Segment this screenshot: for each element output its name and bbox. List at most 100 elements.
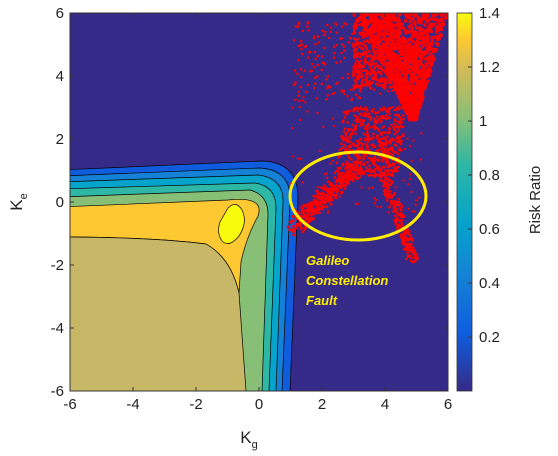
colorbar bbox=[456, 12, 473, 392]
scatter-point bbox=[326, 87, 329, 90]
scatter-point bbox=[355, 155, 358, 158]
scatter-point bbox=[375, 21, 379, 25]
y-tick-label: 0 bbox=[56, 194, 64, 211]
scatter-point bbox=[345, 170, 349, 173]
scatter-point bbox=[391, 106, 394, 109]
scatter-point bbox=[297, 90, 300, 93]
scatter-point bbox=[385, 139, 389, 142]
scatter-point bbox=[358, 118, 361, 122]
scatter-point bbox=[368, 34, 372, 38]
scatter-point bbox=[370, 137, 374, 140]
scatter-point bbox=[399, 149, 402, 152]
scatter-point bbox=[402, 179, 405, 182]
scatter-point bbox=[368, 63, 371, 66]
scatter-point bbox=[384, 65, 388, 69]
scatter-point bbox=[431, 50, 435, 54]
scatter-point bbox=[324, 63, 327, 66]
scatter-point bbox=[321, 61, 324, 64]
scatter-point bbox=[390, 34, 393, 38]
scatter-point bbox=[295, 210, 298, 213]
scatter-point bbox=[410, 29, 414, 33]
scatter-point bbox=[361, 17, 365, 20]
scatter-point bbox=[306, 215, 310, 219]
scatter-point bbox=[326, 24, 329, 27]
scatter-point bbox=[419, 32, 423, 36]
scatter-point bbox=[397, 197, 400, 201]
scatter-point bbox=[373, 26, 377, 30]
scatter-point bbox=[411, 248, 414, 251]
scatter-point bbox=[314, 202, 318, 205]
scatter-point bbox=[403, 66, 407, 70]
scatter-point bbox=[401, 125, 405, 128]
scatter-point bbox=[351, 179, 355, 183]
scatter-point bbox=[415, 44, 419, 48]
scatter-point bbox=[374, 62, 378, 65]
scatter-point bbox=[418, 93, 422, 97]
scatter-point bbox=[373, 16, 376, 20]
scatter-point bbox=[402, 40, 406, 44]
scatter-point bbox=[385, 117, 388, 120]
scatter-point bbox=[392, 193, 395, 197]
scatter-point bbox=[307, 21, 310, 24]
scatter-point bbox=[369, 118, 372, 121]
scatter-point bbox=[426, 40, 430, 44]
scatter-point bbox=[406, 97, 410, 101]
scatter-point bbox=[413, 13, 417, 15]
scatter-point bbox=[356, 52, 359, 56]
scatter-point bbox=[360, 113, 363, 116]
scatter-point bbox=[390, 123, 393, 127]
scatter-point bbox=[377, 129, 380, 132]
scatter-point bbox=[387, 18, 390, 22]
scatter-point bbox=[386, 189, 389, 192]
scatter-point bbox=[412, 210, 415, 213]
scatter-point bbox=[334, 82, 338, 85]
scatter-point bbox=[373, 45, 376, 48]
scatter-point bbox=[328, 36, 331, 39]
scatter-point bbox=[383, 192, 387, 195]
scatter-point bbox=[380, 53, 383, 56]
scatter-point bbox=[416, 85, 420, 89]
scatter-point bbox=[392, 64, 396, 68]
scatter-point bbox=[398, 202, 402, 206]
scatter-point bbox=[379, 175, 382, 178]
scatter-point bbox=[354, 23, 358, 26]
scatter-point bbox=[337, 176, 341, 179]
scatter-point bbox=[423, 23, 427, 27]
scatter-point bbox=[407, 244, 411, 247]
scatter-point bbox=[436, 26, 440, 30]
scatter-point bbox=[374, 51, 377, 55]
scatter-point bbox=[294, 25, 297, 28]
scatter-point bbox=[397, 80, 401, 84]
scatter-point bbox=[404, 77, 408, 81]
scatter-point bbox=[357, 61, 361, 64]
scatter-point bbox=[335, 23, 338, 26]
scatter-point bbox=[389, 201, 393, 204]
scatter-point bbox=[415, 47, 419, 51]
x-tick-label: 2 bbox=[318, 396, 326, 413]
scatter-point bbox=[425, 19, 429, 23]
scatter-point bbox=[395, 166, 398, 169]
scatter-point bbox=[379, 33, 383, 36]
scatter-point bbox=[376, 33, 380, 37]
scatter-point bbox=[331, 159, 334, 162]
scatter-point bbox=[377, 46, 381, 50]
scatter-point bbox=[405, 104, 409, 108]
scatter-point bbox=[414, 102, 418, 106]
scatter-point bbox=[415, 75, 419, 79]
scatter-point bbox=[421, 65, 425, 69]
scatter-point bbox=[409, 234, 412, 237]
scatter-point bbox=[424, 83, 428, 87]
scatter-point bbox=[404, 79, 408, 83]
scatter-point bbox=[357, 72, 360, 75]
scatter-point bbox=[359, 52, 363, 56]
scatter-point bbox=[418, 29, 422, 33]
scatter-point bbox=[338, 183, 341, 186]
scatter-point bbox=[414, 34, 418, 38]
scatter-point bbox=[415, 80, 419, 84]
scatter-point bbox=[419, 17, 423, 21]
scatter-point bbox=[382, 24, 386, 27]
scatter-point bbox=[390, 203, 393, 206]
scatter-point bbox=[391, 45, 394, 49]
scatter-point bbox=[406, 45, 410, 49]
scatter-point bbox=[354, 62, 357, 66]
